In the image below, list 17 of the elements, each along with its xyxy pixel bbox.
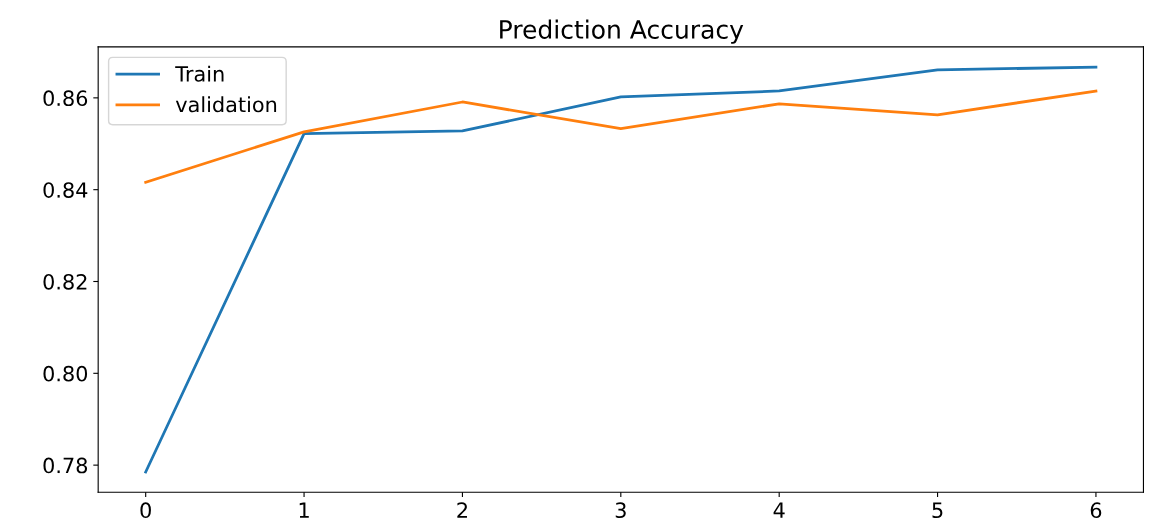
legend-label: Train [175, 65, 224, 82]
y-tick-label: 0.82 [43, 273, 87, 290]
y-tick-label: 0.78 [43, 457, 88, 474]
x-tick-label: 0 [140, 502, 151, 519]
x-tick-label: 5 [932, 502, 943, 519]
line-series [144, 65, 1098, 474]
legend-label: validation [175, 96, 277, 113]
line-series [144, 89, 1098, 184]
y-tick-label: 0.84 [43, 182, 88, 198]
y-tick-label: 0.86 [43, 90, 88, 107]
x-tick-label: 2 [457, 502, 467, 518]
x-tick-label: 6 [1090, 502, 1102, 519]
y-tick-label: 0.80 [43, 365, 88, 382]
chart-title: Prediction Accuracy [500, 19, 744, 44]
x-tick-label: 1 [299, 502, 309, 518]
x-tick-label: 4 [773, 502, 785, 518]
x-tick-label: 3 [615, 502, 626, 519]
